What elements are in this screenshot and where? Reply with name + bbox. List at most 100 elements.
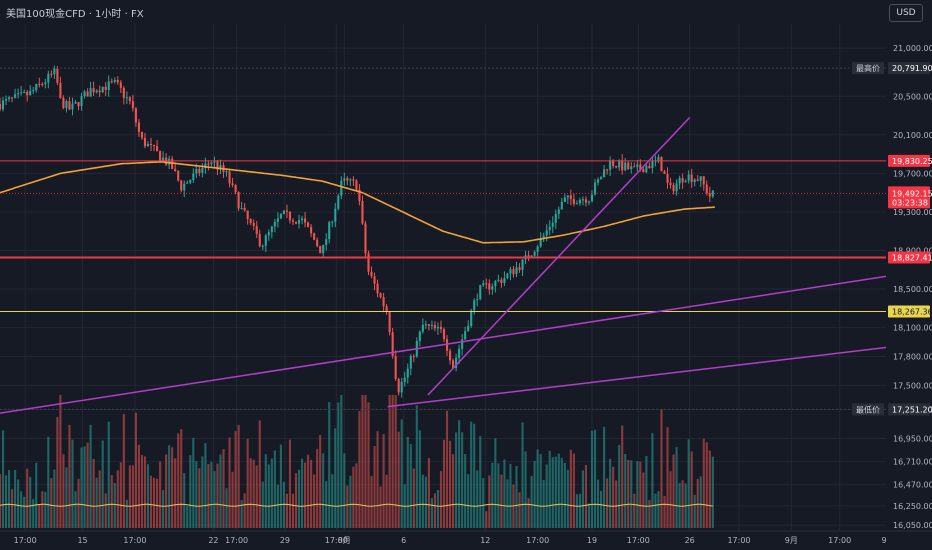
volume-bar [645, 455, 648, 528]
volume-bar [452, 454, 455, 528]
volume-bar [609, 458, 612, 528]
candle [615, 165, 618, 168]
candle [702, 176, 705, 185]
candle [352, 179, 355, 181]
volume-bar [406, 436, 409, 528]
candle [590, 194, 594, 202]
volume-bar [80, 447, 83, 528]
volume-bar [473, 423, 476, 528]
volume-bar [174, 458, 177, 528]
candle [86, 91, 89, 97]
y-tick-label: 20,500.00 [893, 92, 932, 101]
candle [397, 379, 400, 393]
x-tick-label: 17:00 [225, 536, 248, 545]
volume-bar [391, 395, 394, 528]
volume-bar [624, 453, 627, 528]
candle [711, 190, 714, 197]
volume-bar [615, 480, 618, 528]
candle [575, 203, 578, 205]
volume-bar [14, 469, 17, 528]
candle [300, 218, 304, 221]
candle [291, 220, 295, 222]
volume-bar [581, 470, 585, 528]
volume-bar [494, 438, 497, 528]
volume-bar [693, 494, 696, 528]
candle [545, 230, 548, 236]
candle [518, 267, 521, 270]
volume-bar [252, 459, 255, 528]
x-tick-label: 8月 [338, 536, 351, 545]
volume-bar [86, 442, 89, 528]
volume-bar [349, 475, 352, 528]
volume-bar [578, 493, 581, 528]
volume-bar [455, 432, 458, 528]
candle [569, 195, 572, 200]
candle [343, 178, 346, 181]
candle [246, 210, 249, 220]
candle [276, 218, 279, 222]
volume-bar [569, 449, 572, 528]
volume-bar [491, 462, 494, 528]
x-tick-label: 9 [881, 536, 886, 545]
volume-bar [660, 409, 663, 528]
candle [74, 101, 77, 104]
volume-bar [195, 461, 198, 528]
x-tick-label: 17:00 [828, 536, 851, 545]
x-tick-label: 17:00 [325, 536, 348, 545]
volume-bar [162, 490, 165, 528]
volume-bar [524, 451, 527, 528]
bar-countdown: 03:23:38 [892, 198, 928, 207]
candle [467, 326, 470, 332]
volume-bar [156, 478, 159, 528]
volume-bar [642, 472, 645, 528]
candle [198, 168, 201, 173]
volume-bar [240, 500, 243, 528]
volume-bar [566, 469, 569, 528]
volume-bar [59, 395, 62, 528]
volume-bar [606, 478, 609, 528]
currency-button[interactable]: USD [889, 4, 923, 22]
candle [162, 157, 165, 161]
symbol-title: 美国100现金CFD · 1小时 · FX [6, 9, 144, 20]
candle [261, 245, 264, 247]
candle [660, 156, 663, 172]
candle [488, 283, 491, 290]
volume-bar [603, 426, 606, 528]
volume-bar [593, 429, 597, 528]
candle [606, 169, 609, 171]
candle [20, 92, 23, 94]
volume-bar [32, 499, 35, 528]
volume-bar [669, 471, 672, 528]
candle [373, 276, 376, 284]
volume-bar [430, 498, 433, 528]
volume-bar [186, 505, 189, 528]
candle [243, 207, 246, 211]
volume-bar [68, 424, 71, 528]
candle [442, 329, 446, 339]
candle [512, 269, 515, 275]
volume-bar [464, 454, 467, 528]
candle [494, 281, 497, 287]
candle [406, 368, 409, 378]
trendline [387, 346, 892, 408]
volume-bar [388, 395, 391, 528]
volume-bar [319, 434, 322, 528]
candle [304, 218, 307, 223]
volume-bar [38, 504, 41, 528]
x-tick-label: 17:00 [526, 536, 549, 545]
volume-bar [705, 442, 708, 528]
volume-bar [0, 474, 2, 528]
candle [340, 180, 343, 196]
candle [418, 331, 421, 341]
extreme-tag-box [852, 62, 884, 75]
volume-bar [376, 431, 379, 528]
candle [180, 180, 183, 191]
candle [92, 88, 95, 93]
volume-bar [35, 462, 38, 528]
candle [38, 83, 41, 85]
volume-bar [237, 424, 240, 528]
x-tick-label: 6 [401, 536, 406, 545]
candle [204, 163, 207, 168]
candle [491, 286, 494, 290]
